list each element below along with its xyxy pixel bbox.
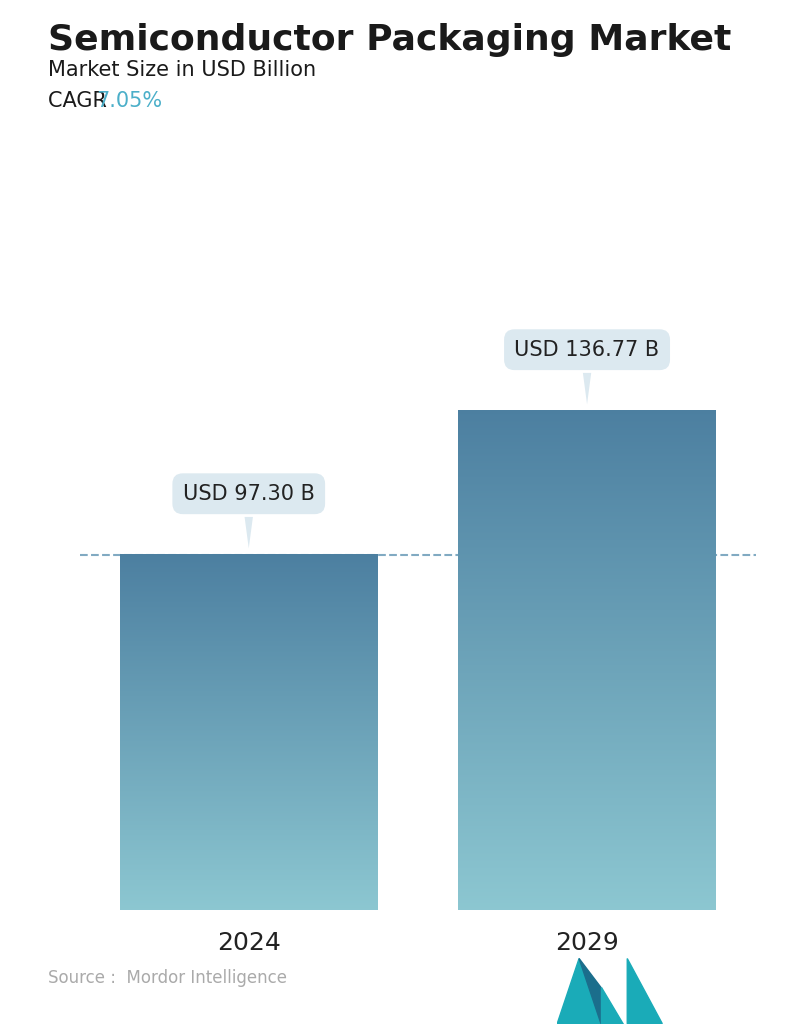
Polygon shape	[601, 987, 622, 1024]
Text: CAGR: CAGR	[48, 91, 120, 111]
Polygon shape	[627, 959, 662, 1024]
Text: Market Size in USD Billion: Market Size in USD Billion	[48, 60, 316, 80]
Text: USD 97.30 B: USD 97.30 B	[183, 484, 314, 548]
Text: Source :  Mordor Intelligence: Source : Mordor Intelligence	[48, 970, 287, 987]
Text: USD 136.77 B: USD 136.77 B	[514, 340, 660, 404]
Polygon shape	[557, 959, 601, 1024]
Text: 7.05%: 7.05%	[96, 91, 162, 111]
Polygon shape	[579, 959, 601, 1024]
Text: Semiconductor Packaging Market: Semiconductor Packaging Market	[48, 23, 732, 57]
